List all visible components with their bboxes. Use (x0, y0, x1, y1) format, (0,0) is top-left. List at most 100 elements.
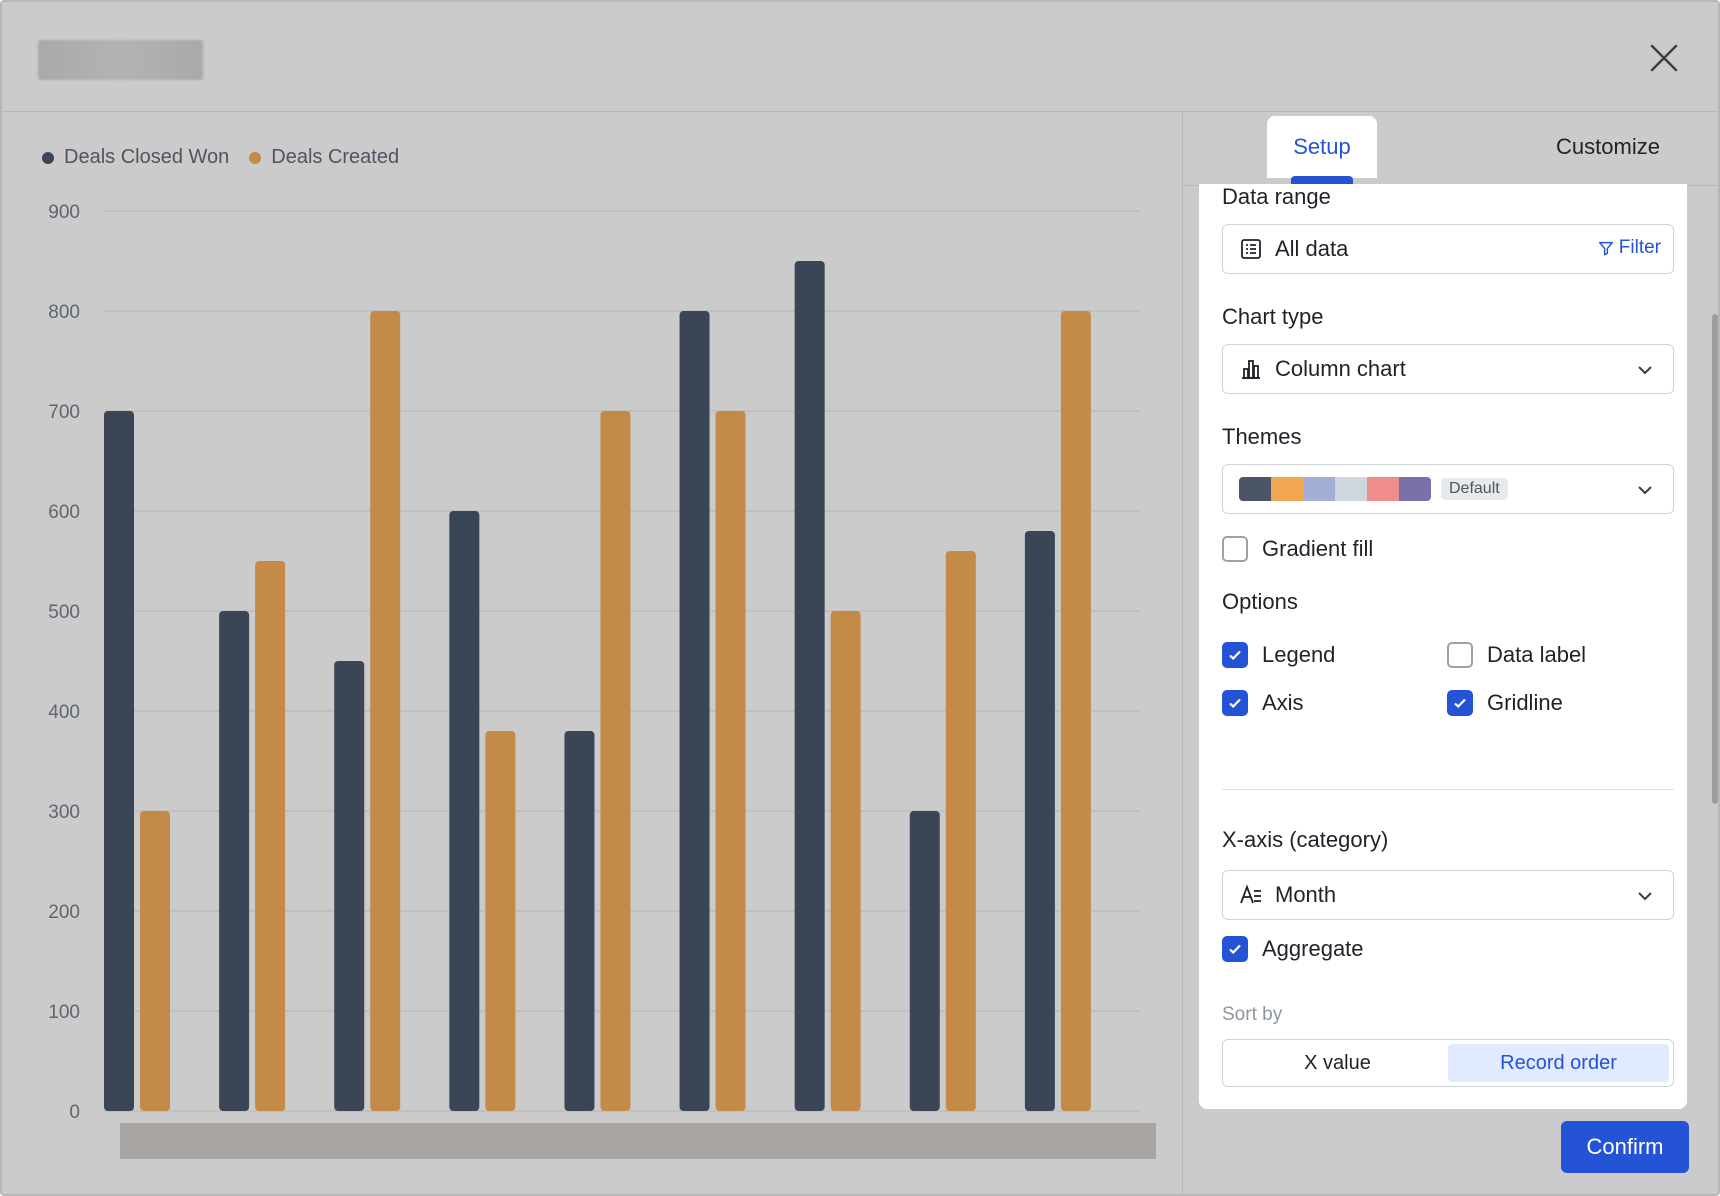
chart-type-value: Column chart (1275, 356, 1406, 381)
gradient-fill-label: Gradient fill (1262, 536, 1374, 561)
theme-default-badge: Default (1441, 478, 1508, 500)
bar[interactable] (219, 611, 250, 1111)
data-range-select[interactable]: All data Filter (1222, 224, 1674, 274)
sort-x-value-option[interactable]: X value (1304, 1051, 1371, 1074)
theme-color-swatch (1335, 477, 1367, 501)
legend-item-closed-won: Deals Closed Won (42, 146, 229, 169)
checkbox-unchecked[interactable] (1222, 536, 1248, 562)
y-tick-label: 500 (48, 602, 80, 623)
filter-icon (1598, 241, 1613, 256)
axis-option-label: Axis (1262, 690, 1304, 715)
chevron-down-icon (1638, 486, 1652, 495)
column-chart: 0 100 200 300 400 500 600 700 800 900 (48, 202, 1140, 1122)
bar[interactable] (794, 261, 825, 1111)
legend-label: Deals Closed Won (64, 146, 230, 168)
theme-swatches (1239, 477, 1431, 501)
bar[interactable] (909, 811, 940, 1111)
tab-setup[interactable]: Setup (1267, 116, 1377, 184)
bar[interactable] (1060, 311, 1091, 1111)
data-label-option-label: Data label (1487, 642, 1587, 667)
bar[interactable] (370, 311, 401, 1111)
bar[interactable] (715, 411, 746, 1111)
dialog-header (2, 2, 1718, 112)
text-field-icon (1239, 883, 1263, 907)
legend-label: Deals Created (271, 146, 400, 168)
bar[interactable] (564, 731, 595, 1111)
bar[interactable] (679, 311, 710, 1111)
sort-by-label: Sort by (1222, 1004, 1283, 1025)
legend-checkbox[interactable]: Legend (1222, 642, 1335, 668)
theme-color-swatch (1367, 477, 1399, 501)
checkbox-checked[interactable] (1222, 690, 1248, 716)
panel-divider (1182, 112, 1183, 1194)
options-label: Options (1222, 589, 1298, 614)
sort-record-order-option[interactable]: Record order (1448, 1044, 1669, 1082)
chevron-down-icon (1638, 892, 1652, 901)
bar[interactable] (830, 611, 861, 1111)
panel-scrollbar[interactable] (1712, 314, 1718, 804)
check-icon (1229, 944, 1241, 955)
filter-button[interactable]: Filter (1597, 237, 1661, 259)
bar[interactable] (600, 411, 631, 1111)
bar[interactable] (255, 561, 286, 1111)
y-tick-label: 400 (48, 702, 80, 723)
chart-legend: Deals Closed Won Deals Created (42, 146, 399, 169)
checkbox-unchecked[interactable] (1447, 642, 1473, 668)
chart-horizontal-scrollbar[interactable] (120, 1123, 1156, 1159)
data-range-value: All data (1275, 236, 1349, 261)
bar[interactable] (104, 411, 134, 1111)
chart-type-label: Chart type (1222, 304, 1324, 329)
settings-tabs: Setup Customize (1183, 112, 1718, 186)
bar[interactable] (140, 811, 170, 1111)
themes-label: Themes (1222, 424, 1302, 449)
checkbox-checked[interactable] (1447, 690, 1473, 716)
y-tick-label: 600 (48, 502, 80, 523)
checkbox-checked[interactable] (1222, 936, 1248, 962)
gridline-checkbox[interactable]: Gridline (1447, 690, 1563, 716)
bar[interactable] (1024, 531, 1055, 1111)
axis-checkbox[interactable]: Axis (1222, 690, 1304, 716)
legend-dot (42, 151, 54, 164)
chevron-down-icon (1638, 366, 1652, 375)
bar[interactable] (449, 511, 480, 1111)
bar[interactable] (334, 661, 365, 1111)
chart-type-select[interactable]: Column chart (1222, 344, 1674, 394)
section-divider (1222, 789, 1674, 790)
data-range-label: Data range (1222, 184, 1331, 209)
bar[interactable] (945, 551, 976, 1111)
setup-panel: Data range All data Filter Chart type Co… (1199, 184, 1687, 1109)
tab-customize[interactable]: Customize (1556, 134, 1660, 159)
column-chart-icon (1239, 357, 1263, 381)
checkbox-checked[interactable] (1222, 642, 1248, 668)
x-axis-value: Month (1275, 882, 1337, 907)
data-label-checkbox[interactable]: Data label (1447, 642, 1586, 668)
theme-color-swatch (1239, 477, 1271, 501)
y-tick-label: 300 (48, 802, 80, 823)
y-tick-label: 100 (48, 1002, 80, 1023)
close-button[interactable] (1642, 36, 1686, 80)
x-axis-select[interactable]: Month (1222, 870, 1674, 920)
check-icon (1229, 650, 1241, 661)
bar[interactable] (485, 731, 516, 1111)
y-tick-label: 800 (48, 302, 80, 323)
theme-color-swatch (1271, 477, 1303, 501)
legend-dot (249, 151, 262, 164)
aggregate-checkbox[interactable]: Aggregate (1222, 936, 1364, 962)
gradient-fill-checkbox[interactable]: Gradient fill (1222, 536, 1373, 562)
confirm-button[interactable]: Confirm (1561, 1121, 1689, 1173)
sort-by-segmented: X value Record order (1222, 1039, 1674, 1087)
themes-select[interactable]: Default (1222, 464, 1674, 514)
aggregate-label: Aggregate (1262, 936, 1364, 961)
check-icon (1454, 698, 1466, 709)
legend-option-label: Legend (1262, 642, 1336, 667)
legend-item-created: Deals Created (249, 146, 399, 169)
y-tick-label: 200 (48, 902, 80, 923)
y-tick-label: 700 (48, 402, 80, 423)
dialog-title-placeholder (38, 40, 203, 80)
y-tick-label: 900 (48, 202, 80, 223)
close-icon (1650, 44, 1678, 72)
gridline-option-label: Gridline (1487, 690, 1563, 715)
chart-preview: 0 100 200 300 400 500 600 700 800 900 Deals Close… (2, 112, 1182, 1194)
filter-label: Filter (1618, 237, 1661, 258)
